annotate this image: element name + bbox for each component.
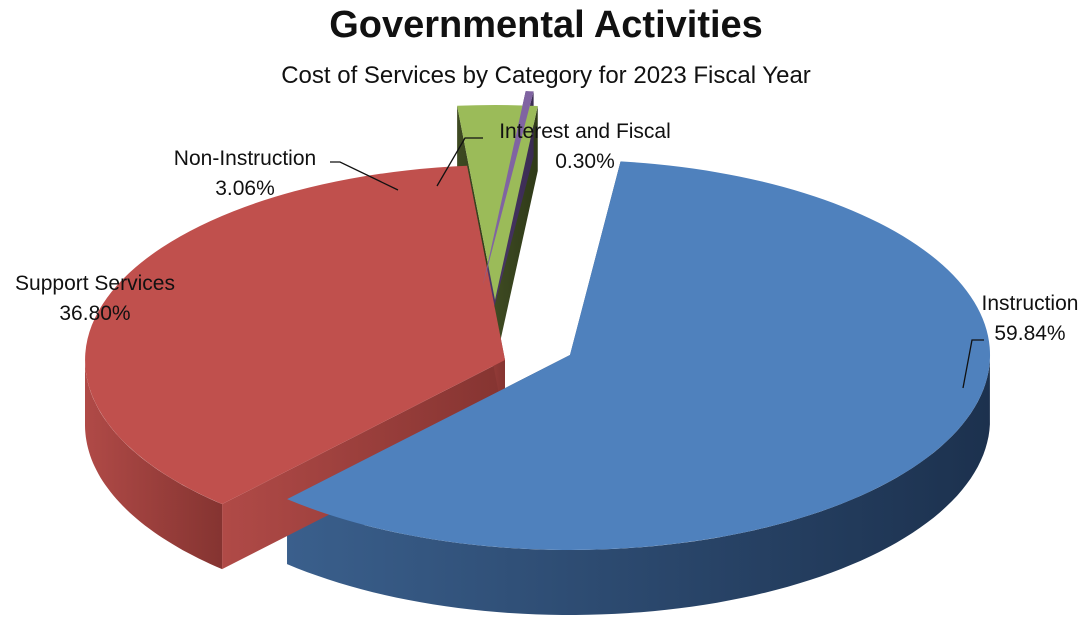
pie-slice-side-support-services [85, 360, 223, 570]
slice-label-instruction: Instruction [982, 292, 1079, 315]
leader-line-non-instruction [330, 161, 399, 191]
pie-slice-non-instruction [457, 104, 538, 300]
chart-subtitle: Cost of Services by Category for 2023 Fi… [281, 62, 811, 89]
leader-line-interest-and-fiscal [436, 137, 483, 187]
leader-line-instruction [962, 339, 984, 389]
pie-slice-interest-and-fiscal [483, 91, 534, 285]
slice-value-interest-and-fiscal: 0.30% [555, 150, 615, 173]
chart-title: Governmental Activities [329, 4, 763, 46]
slice-label-support-services: Support Services [15, 272, 175, 295]
slice-label-interest-and-fiscal: Interest and Fiscal [499, 120, 671, 143]
pie-slice-side-instruction [287, 359, 990, 615]
slice-value-non-instruction: 3.06% [215, 177, 275, 200]
slice-value-instruction: 59.84% [994, 322, 1065, 345]
slice-label-non-instruction: Non-Instruction [174, 147, 316, 170]
pie-slice-instruction [287, 161, 991, 550]
slice-value-support-services: 36.80% [59, 302, 130, 325]
pie-slice-support-services [85, 165, 505, 505]
